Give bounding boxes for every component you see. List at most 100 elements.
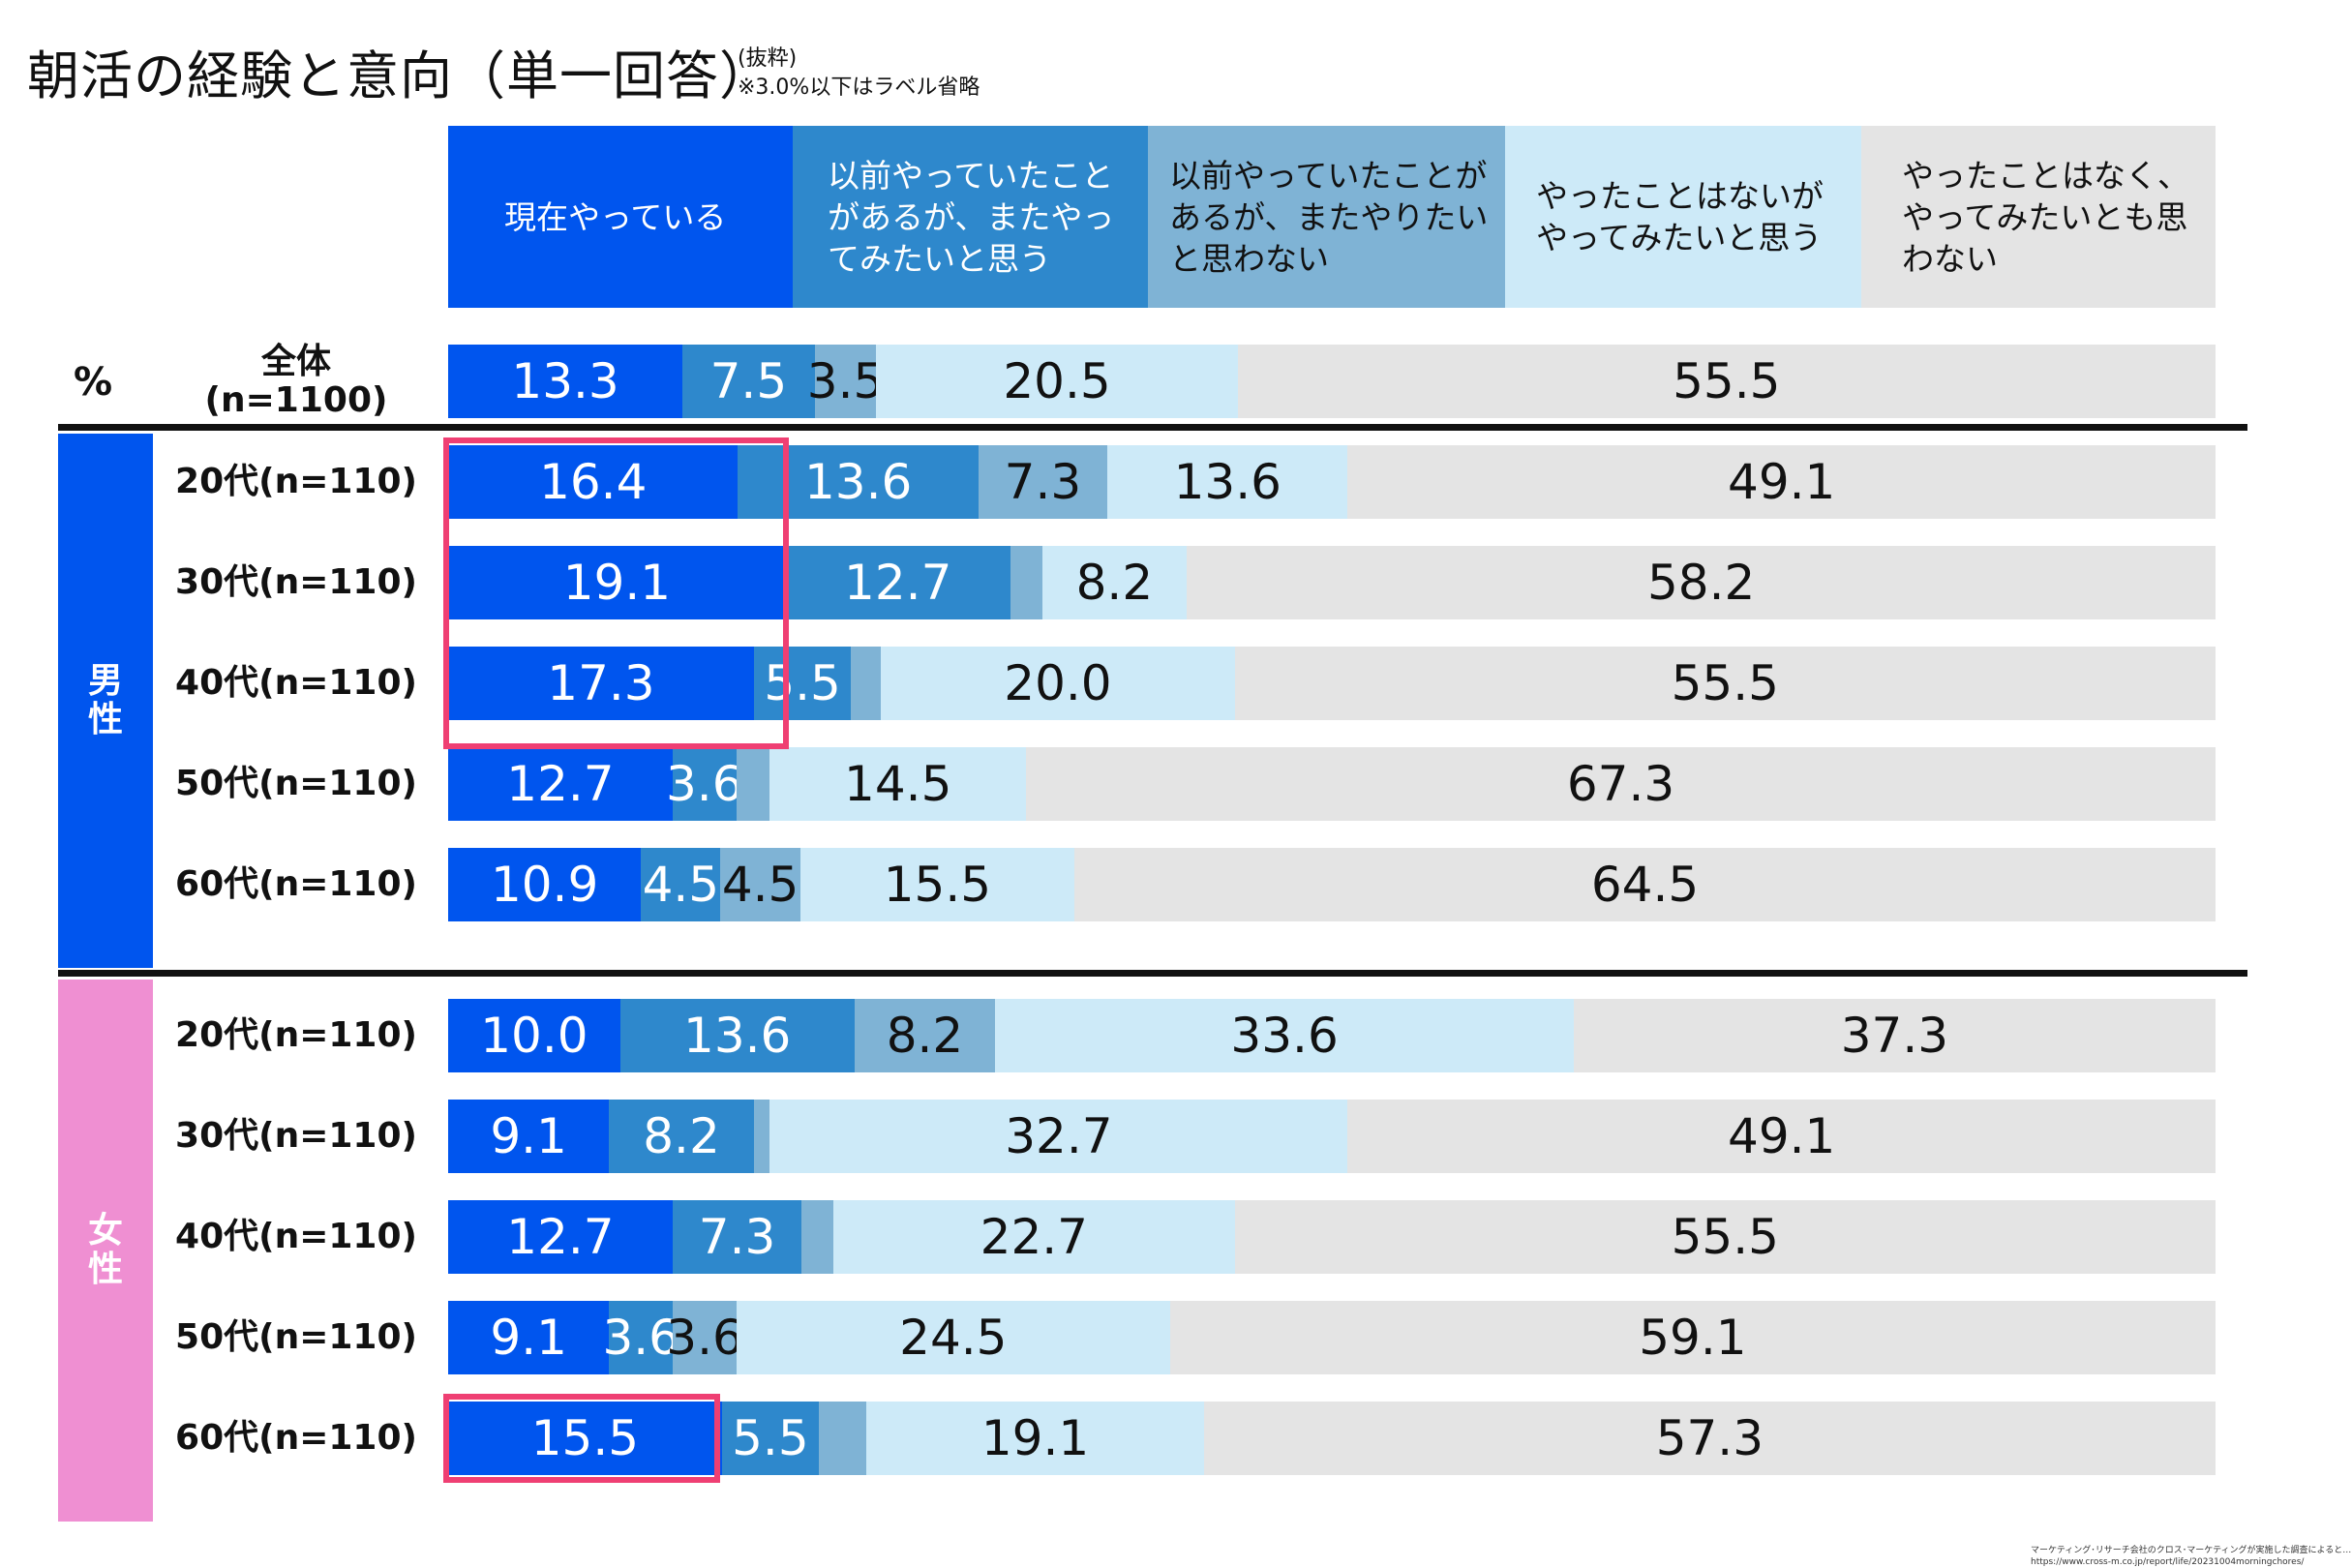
bar-segment: 49.1 (1347, 1100, 2216, 1173)
data-label: 7.3 (1004, 454, 1082, 510)
bar-segment: 20.5 (876, 345, 1238, 418)
data-label: 3.6 (602, 1310, 679, 1366)
data-label: 37.3 (1840, 1008, 1949, 1064)
data-label: 3.5 (806, 353, 885, 409)
bar-segment: 12.7 (448, 1200, 673, 1274)
bar-segment: 64.5 (1074, 848, 2216, 921)
data-label: 5.5 (764, 655, 841, 711)
bar-segment: 67.3 (1026, 747, 2216, 821)
chart-title: 朝活の経験と意向（単一回答） (27, 45, 772, 106)
data-label: 5.5 (732, 1410, 809, 1466)
data-label: 32.7 (1005, 1108, 1113, 1164)
bar-segment: 10.9 (448, 848, 642, 921)
bar-segment: 55.5 (1234, 647, 2216, 720)
bar-segment: 7.3 (672, 1200, 802, 1274)
data-label: 24.5 (899, 1310, 1008, 1366)
group-label: 女性 (87, 1211, 123, 1289)
bar-row: 15.5 5.5 19.1 57.3 (448, 1402, 2216, 1475)
row-label: 全体 (n=1100) (204, 342, 388, 420)
bar-segment: 13.3 (448, 345, 683, 418)
bar-row: 12.7 3.6 14.5 67.3 (448, 747, 2216, 821)
row-label: 20代(n=110) (175, 1015, 417, 1055)
bar-row: 13.3 7.5 3.5 20.5 55.5 (448, 345, 2216, 418)
bar-segment: 55.5 (1234, 1200, 2216, 1274)
bar-segment (736, 747, 770, 821)
row-label: 30代(n=110) (175, 562, 417, 602)
group-band-female: 女性 (58, 980, 153, 1522)
bar-row: 17.3 5.5 20.0 55.5 (448, 647, 2216, 720)
chart-note: (抜粋) ※3.0%以下はラベル省略 (738, 45, 980, 103)
data-label: 10.9 (490, 857, 599, 913)
data-label: 64.5 (1590, 857, 1700, 913)
bar-segment: 3.6 (602, 1301, 679, 1374)
legend-item-2: 以前やっていたことがあるが、またやってみたいと思う (793, 126, 1148, 308)
bar-segment: 57.3 (1203, 1402, 2216, 1475)
bar-segment: 59.1 (1169, 1301, 2216, 1374)
highlight-box (443, 437, 789, 749)
data-label: 55.5 (1671, 1209, 1779, 1265)
data-label: 13.6 (803, 454, 913, 510)
bar-segment: 58.2 (1187, 546, 2216, 619)
legend-label: やったことはないがやってみたいと思う (1536, 177, 1824, 256)
data-label: 17.3 (547, 655, 655, 711)
bar-segment: 55.5 (1237, 345, 2216, 418)
data-label: 55.5 (1671, 655, 1779, 711)
data-label: 12.7 (506, 756, 615, 812)
bar-segment: 17.3 (448, 647, 754, 720)
bar-segment: 19.1 (866, 1402, 1204, 1475)
note-excerpt: (抜粋) (738, 46, 798, 71)
row-label: 40代(n=110) (175, 663, 417, 703)
bar-segment: 12.7 (448, 747, 673, 821)
legend-item-5: やったことはなく、やってみたいとも思わない (1861, 126, 2216, 308)
data-label: 13.6 (683, 1008, 792, 1064)
data-label: 8.2 (886, 1008, 964, 1064)
bar-segment: 24.5 (736, 1301, 1170, 1374)
bar-segment: 14.5 (769, 747, 1027, 821)
data-label: 12.7 (844, 555, 952, 611)
data-label: 16.4 (539, 454, 648, 510)
bar-segment: 8.2 (1041, 546, 1188, 619)
data-label: 9.1 (490, 1108, 567, 1164)
bar-segment: 10.0 (448, 999, 620, 1072)
bar-row: 12.7 7.3 22.7 55.5 (448, 1200, 2216, 1274)
bar-segment: 9.1 (448, 1301, 610, 1374)
row-label: 50代(n=110) (175, 1317, 417, 1357)
data-label: 19.1 (562, 555, 672, 611)
bar-row: 19.1 12.7 8.2 58.2 (448, 546, 2216, 619)
group-separator (58, 970, 2247, 977)
bar-segment (801, 1200, 834, 1274)
bar-segment: 4.5 (720, 848, 800, 921)
bar-row: 10.0 13.6 8.2 33.6 37.3 (448, 999, 2216, 1072)
data-label: 13.3 (511, 353, 619, 409)
data-label: 12.7 (506, 1209, 615, 1265)
data-label: 8.2 (1075, 555, 1154, 611)
bar-segment: 33.6 (995, 999, 1574, 1072)
row-label: 20代(n=110) (175, 462, 417, 501)
bar-segment: 3.6 (666, 747, 743, 821)
data-label: 4.5 (721, 857, 799, 913)
legend-label: やったことはなく、やってみたいとも思わない (1902, 156, 2189, 278)
data-label: 20.5 (1003, 353, 1111, 409)
bar-segment (753, 1100, 770, 1173)
row-label: 50代(n=110) (175, 764, 417, 803)
data-label: 15.5 (530, 1410, 640, 1466)
bar-segment: 15.5 (448, 1402, 722, 1475)
bar-segment: 8.2 (854, 999, 996, 1072)
data-label: 59.1 (1639, 1310, 1747, 1366)
bar-segment: 5.5 (753, 647, 852, 720)
bar-segment: 15.5 (799, 848, 1075, 921)
data-label: 8.2 (643, 1108, 720, 1164)
unit-label: % (74, 360, 113, 405)
footnote-url: https://www.cross-m.co.jp/report/life/20… (2031, 1557, 2305, 1567)
bar-segment: 9.1 (448, 1100, 610, 1173)
data-label: 15.5 (883, 857, 992, 913)
bar-row: 10.9 4.5 4.5 15.5 64.5 (448, 848, 2216, 921)
data-label: 10.0 (480, 1008, 588, 1064)
data-label: 57.3 (1655, 1410, 1764, 1466)
note-label-omission: ※3.0%以下はラベル省略 (738, 75, 980, 100)
group-separator (58, 424, 2247, 431)
bar-segment: 3.6 (666, 1301, 743, 1374)
bar-segment: 7.3 (978, 445, 1108, 519)
bar-segment: 8.2 (609, 1100, 754, 1173)
bar-segment: 19.1 (448, 546, 786, 619)
